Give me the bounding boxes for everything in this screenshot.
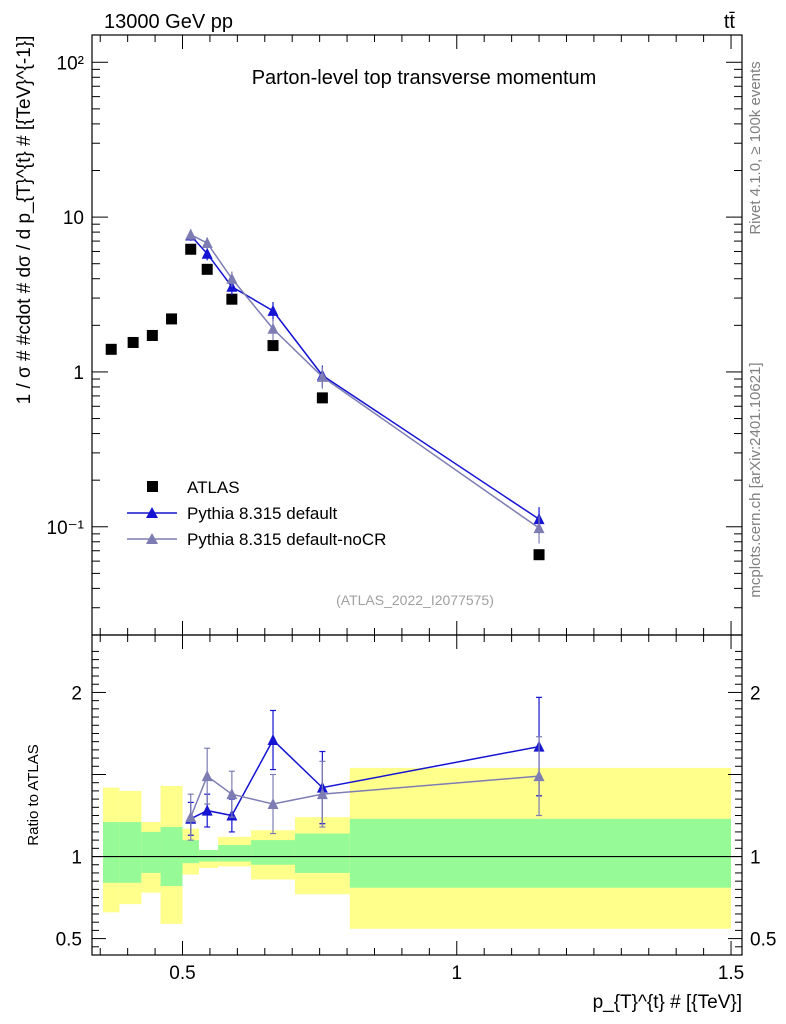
ratio-plot-panel: 0.5 0.5 1 1 2 2 0.5 1 1.5 Ratio to ATLAS p_{T}^{…: [25, 634, 776, 1013]
ratio-band-inner: [294, 833, 350, 873]
ratio-band-inner: [349, 818, 732, 888]
main-point-nocr: [226, 272, 238, 284]
plot-title: Parton-level top transverse momentum: [252, 67, 597, 89]
ratio-y-tick-label-right: 2: [750, 683, 761, 704]
x-axis-label: p_{T}^{t} # [{TeV}]: [593, 992, 742, 1013]
main-y-tick-label: 10⁻¹: [47, 518, 85, 539]
header-energy-label: 13000 GeV pp: [104, 11, 233, 33]
main-plot-series: [105, 228, 545, 561]
main-point-atlas: [146, 329, 158, 341]
ratio-uncertainty-bands: [92, 767, 742, 929]
header-process-label: tt̄: [724, 11, 736, 33]
ratio-point-nocr: [226, 788, 238, 800]
ratio-line-nocr: [190, 774, 540, 818]
ratio-point-nocr: [185, 811, 197, 823]
main-point-atlas: [105, 343, 117, 355]
main-y-axis-label: 1 / σ # #cdot # dσ / d p_{T}^{t} # [{TeV…: [14, 36, 35, 405]
main-axis-ticks: 10⁻¹ 1 10 10²: [47, 35, 742, 636]
main-point-atlas: [226, 293, 238, 305]
ratio-x-tick-label: 1: [451, 963, 462, 984]
ratio-y-tick-label-left: 2: [71, 683, 82, 704]
mcplots-label: mcplots.cern.ch [arXiv:2401.10621]: [747, 362, 764, 597]
legend-marker-nocr: [146, 533, 158, 544]
ratio-point-nocr: [533, 770, 545, 782]
main-point-nocr: [533, 522, 545, 534]
main-point-nocr: [316, 370, 328, 382]
ratio-y-tick-label-right: 1: [750, 848, 761, 869]
main-point-atlas: [166, 313, 178, 325]
ratio-plot-frame: [91, 634, 743, 956]
ratio-point-nocr: [267, 798, 279, 810]
legend-marker-atlas: [147, 481, 158, 492]
legend-label-nocr: Pythia 8.315 default-noCR: [187, 530, 386, 549]
legend-label-default: Pythia 8.315 default: [187, 504, 338, 523]
main-point-atlas: [267, 340, 279, 352]
ratio-band-inner: [119, 822, 142, 883]
ratio-y-tick-label-left: 0.5: [56, 930, 82, 951]
ratio-axis-ticks: 0.5 0.5 1 1 2 2 0.5 1 1.5: [56, 635, 776, 984]
ratio-point-nocr: [316, 788, 328, 800]
legend: ATLAS Pythia 8.315 default Pythia 8.315 …: [127, 478, 386, 549]
ratio-band-inner: [218, 845, 252, 862]
main-point-atlas: [533, 549, 545, 561]
ratio-point-default: [201, 804, 213, 816]
ratio-point-nocr: [201, 770, 213, 782]
main-point-atlas: [185, 243, 197, 255]
main-y-tick-label: 10: [63, 208, 84, 229]
main-plot-panel: 10⁻¹ 1 10 10² Parton-level top transverse m…: [14, 34, 743, 636]
ratio-band-inner: [182, 840, 199, 864]
legend-label-atlas: ATLAS: [187, 478, 240, 497]
ratio-point-default: [267, 734, 279, 746]
main-point-nocr: [267, 322, 279, 334]
main-line-nocr: [190, 234, 540, 529]
main-point-nocr: [201, 237, 213, 249]
main-point-atlas: [316, 392, 328, 404]
main-point-default: [201, 247, 213, 259]
main-line-default: [190, 235, 540, 520]
ratio-y-tick-label-left: 1: [71, 848, 82, 869]
ratio-x-tick-label: 1.5: [718, 963, 744, 984]
ratio-y-axis-label: Ratio to ATLAS: [25, 744, 42, 845]
ratio-plot-series: [185, 696, 545, 841]
main-point-atlas: [201, 263, 213, 275]
ratio-x-tick-label: 0.5: [169, 963, 195, 984]
main-y-tick-label: 10²: [57, 53, 84, 74]
main-y-tick-label: 1: [73, 363, 84, 384]
main-point-atlas: [127, 336, 139, 348]
ratio-band-inner: [102, 822, 120, 883]
ratio-band-inner: [141, 831, 161, 873]
ratio-band-inner: [251, 840, 295, 865]
analysis-tag: (ATLAS_2022_I2077575): [336, 592, 494, 608]
main-point-default: [267, 304, 279, 316]
main-point-nocr: [185, 228, 197, 240]
rivet-version-label: Rivet 4.1.0, ≥ 100k events: [747, 61, 764, 234]
ratio-band-inner: [198, 849, 219, 862]
legend-marker-default: [146, 507, 158, 518]
ratio-y-tick-label-right: 0.5: [750, 930, 776, 951]
